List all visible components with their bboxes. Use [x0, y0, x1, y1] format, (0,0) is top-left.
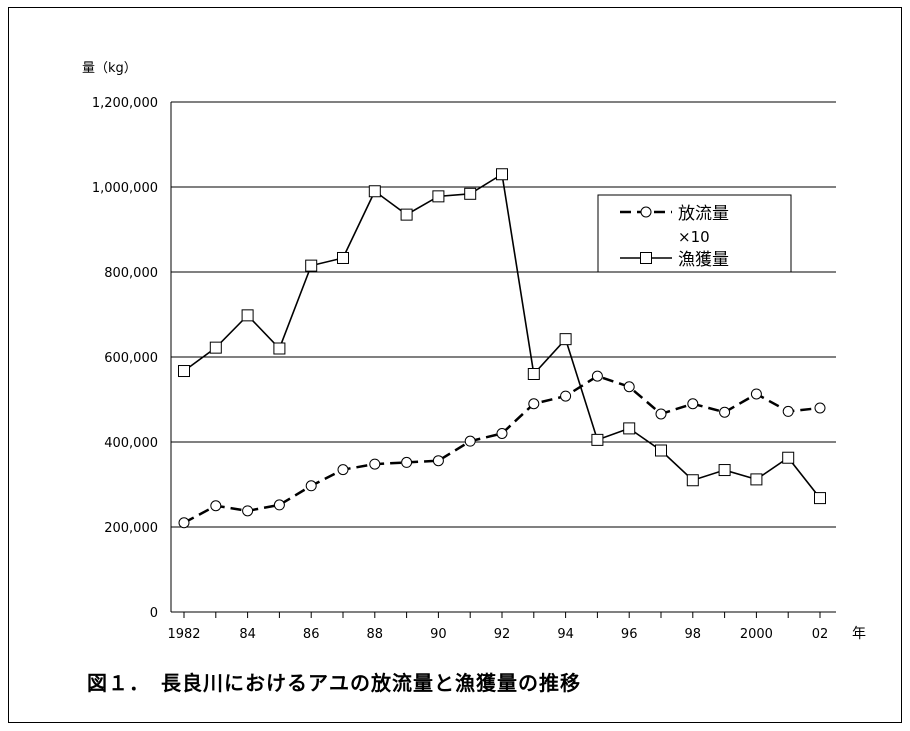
- y-tick-label-3: 600,000: [104, 351, 158, 366]
- x-tick-label-6: 94: [557, 627, 574, 642]
- series-0-point-12: [560, 390, 572, 402]
- x-tick-label-1: 84: [239, 627, 256, 642]
- y-axis-title: 量（kg）: [82, 61, 137, 76]
- series-0-point-18: [750, 388, 762, 400]
- series-1-point-17: [718, 464, 731, 477]
- series-1-point-4: [305, 259, 318, 272]
- series-0-point-11: [528, 398, 540, 410]
- series-1-point-10: [496, 168, 508, 181]
- series-0-point-3: [273, 499, 285, 511]
- legend-label-1: 漁獲量: [678, 250, 729, 270]
- x-tick-label-5: 92: [494, 627, 511, 642]
- series-1-point-14: [623, 422, 636, 435]
- series-0-point-1: [210, 500, 222, 512]
- series-0-point-14: [623, 381, 635, 393]
- legend-label-0-cont: ×10: [678, 228, 710, 246]
- series-1-point-9: [464, 187, 477, 200]
- y-tick-label-0: 0: [150, 606, 158, 621]
- series-1-point-19: [782, 451, 795, 464]
- series-0-point-6: [369, 458, 381, 470]
- y-tick-label-5: 1,000,000: [92, 181, 158, 196]
- series-0-point-9: [464, 435, 476, 447]
- series-1-point-3: [273, 342, 286, 355]
- series-1-point-7: [400, 208, 413, 221]
- series-line-0: [183, 374, 821, 524]
- series-1-point-18: [750, 473, 763, 486]
- y-tick-label-4: 800,000: [104, 266, 158, 281]
- series-1-point-11: [527, 368, 540, 380]
- x-tick-label-2: 86: [303, 627, 320, 642]
- x-tick-label-9: 2000: [740, 627, 773, 642]
- y-tick-label-1: 200,000: [104, 521, 158, 536]
- legend-label-0: 放流量: [678, 204, 729, 224]
- series-0-point-0: [178, 517, 190, 529]
- series-0-point-15: [655, 408, 667, 420]
- series-0-point-10: [496, 428, 508, 439]
- x-tick-label-8: 98: [685, 627, 702, 642]
- series-1-point-6: [368, 185, 381, 198]
- figure-caption: 図１． 長良川におけるアユの放流量と漁獲量の推移: [87, 671, 581, 695]
- y-tick-label-2: 400,000: [104, 436, 158, 451]
- series-1-point-8: [432, 190, 445, 203]
- series-0-point-5: [337, 464, 349, 476]
- series-1-point-0: [178, 365, 190, 378]
- x-axis-title: 年: [852, 626, 866, 642]
- series-1-point-12: [559, 333, 572, 346]
- series-0-point-4: [305, 480, 317, 492]
- series-1-point-20: [814, 492, 826, 505]
- series-1-point-2: [241, 309, 254, 322]
- series-0-point-8: [432, 455, 444, 467]
- series-1-point-1: [209, 341, 222, 354]
- series-1-point-15: [655, 444, 667, 457]
- x-tick-label-4: 90: [430, 627, 447, 642]
- series-1-point-5: [337, 251, 349, 264]
- figure-frame: [8, 7, 902, 723]
- x-tick-label-7: 96: [621, 627, 638, 642]
- series-0-point-7: [401, 456, 413, 468]
- legend-marker-1: [640, 252, 652, 264]
- series-0-point-17: [719, 406, 731, 418]
- series-0-point-20: [814, 402, 826, 414]
- series-1-point-13: [591, 433, 604, 446]
- series-0-point-16: [687, 398, 699, 410]
- x-tick-label-3: 88: [367, 627, 384, 642]
- series-0-point-19: [782, 405, 794, 417]
- legend-box: [597, 194, 792, 273]
- x-tick-label-0: 1982: [167, 627, 200, 642]
- series-0-point-2: [242, 505, 254, 517]
- series-1-point-16: [686, 474, 699, 487]
- x-tick-label-10: 02: [812, 627, 829, 642]
- series-0-point-13: [591, 370, 603, 382]
- y-tick-label-6: 1,200,000: [92, 96, 158, 111]
- legend-marker-0: [640, 206, 652, 218]
